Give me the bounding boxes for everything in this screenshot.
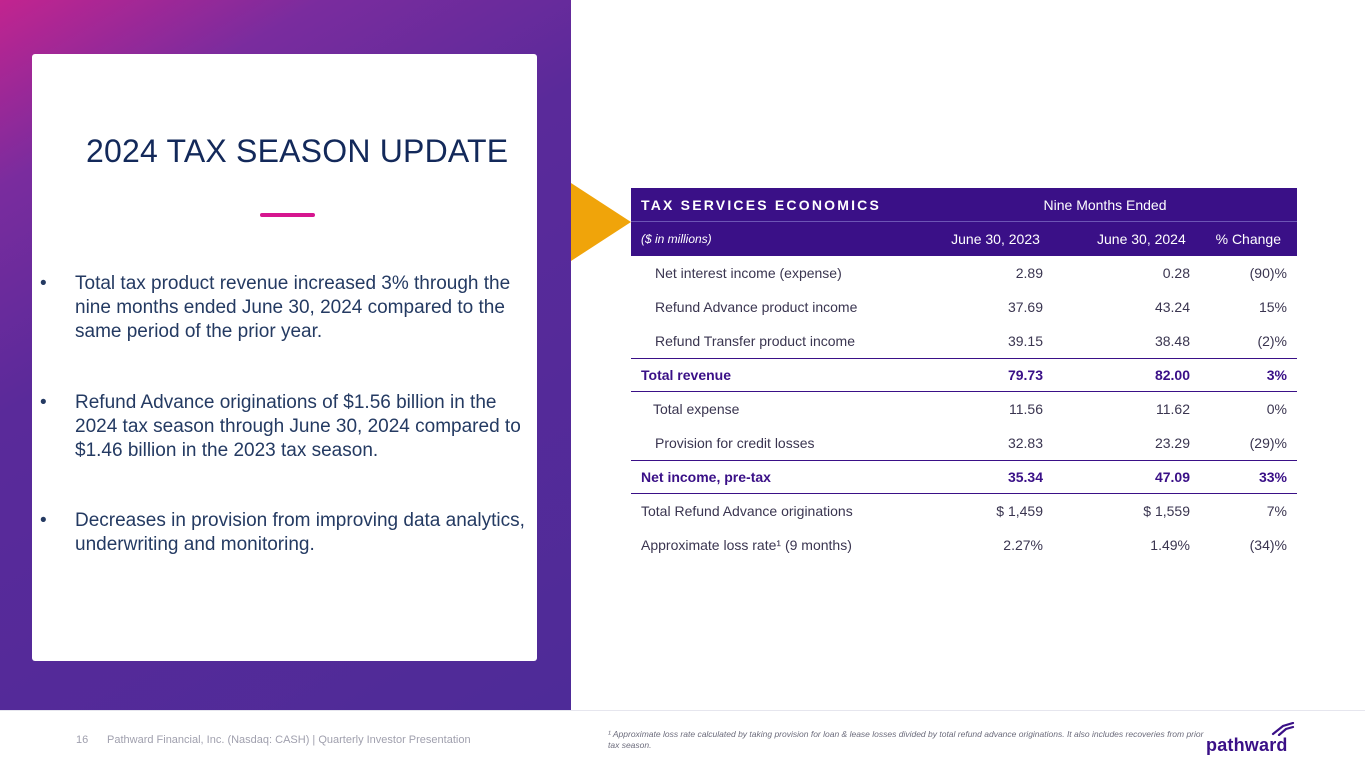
cell-value: 2.89 [1015,265,1043,281]
bullet-text: Total tax product revenue increased 3% t… [75,273,511,342]
cell-value: (90)% [1249,265,1287,281]
bullet-list: • Total tax product revenue increased 3%… [40,272,535,604]
cell-value: 15% [1258,299,1287,315]
table-row: Total Refund Advance originations $ 1,45… [631,494,1297,528]
row-label: Total expense [653,401,740,417]
cell-value: 11.56 [1009,401,1043,417]
cell-value: 38.48 [1154,333,1190,349]
column-header: % Change [1215,231,1281,247]
cell-value: 37.69 [1007,299,1043,315]
table-row-total: Total revenue 79.73 82.00 3% [631,358,1297,392]
footer-text: Pathward Financial, Inc. (Nasdaq: CASH) … [107,734,471,746]
cell-value: 7% [1266,503,1287,519]
cell-value: (29)% [1249,435,1287,451]
cell-value: 39.15 [1007,333,1043,349]
table-row: Total expense 11.56 11.62 0% [631,392,1297,426]
page-number: 16 [76,734,89,746]
table-row: Refund Advance product income 37.69 43.2… [631,290,1297,324]
footnote: ¹ Approximate loss rate calculated by ta… [608,729,1204,750]
cell-value: (2)% [1257,333,1287,349]
logo-mark-icon [1271,722,1295,736]
cell-value: 32.83 [1007,435,1043,451]
bullet-text: Refund Advance originations of $1.56 bil… [75,392,521,461]
cell-value: $ 1,559 [1143,503,1190,519]
row-label: Approximate loss rate¹ (9 months) [641,537,852,553]
cell-value: (34)% [1249,537,1287,553]
cell-value: 3% [1266,367,1287,383]
bullet-icon: • [40,510,47,531]
cell-value: 2.27% [1003,537,1043,553]
row-label: Net income, pre-tax [641,469,771,485]
arrow-pointer-icon [571,183,631,261]
pathward-logo: pathward [1206,722,1296,756]
cell-value: 0.28 [1162,265,1190,281]
logo-wordmark: pathward [1206,735,1288,755]
row-label: Refund Advance product income [655,299,858,315]
bullet-item: • Decreases in provision from improving … [40,509,535,557]
cell-value: 33% [1258,469,1287,485]
cell-value: 23.29 [1154,435,1190,451]
row-label: Provision for credit losses [655,435,815,451]
table-row: Provision for credit losses 32.83 23.29 … [631,426,1297,460]
cell-value: 35.34 [1007,469,1043,485]
cell-value: 82.00 [1154,367,1190,383]
cell-value: 43.24 [1154,299,1190,315]
footer-divider [0,710,1365,711]
cell-value: 79.73 [1007,367,1043,383]
table-row: Net interest income (expense) 2.89 0.28 … [631,256,1297,290]
table-row: Approximate loss rate¹ (9 months) 2.27% … [631,528,1297,562]
table-row-total: Net income, pre-tax 35.34 47.09 33% [631,460,1297,494]
table-subheader-row: ($ in millions) June 30, 2023 June 30, 2… [631,222,1297,256]
row-label: Total Refund Advance originations [641,503,853,519]
row-label: Refund Transfer product income [655,333,855,349]
bullet-item: • Refund Advance originations of $1.56 b… [40,391,535,463]
tax-services-table: TAX SERVICES ECONOMICS Nine Months Ended… [631,188,1297,562]
cell-value: 1.49% [1150,537,1190,553]
column-header: June 30, 2023 [951,231,1040,247]
row-label: Net interest income (expense) [655,265,842,281]
table-title: TAX SERVICES ECONOMICS [641,196,882,213]
title-underline [260,213,315,217]
content-card [32,54,537,661]
group-header: Nine Months Ended [1043,196,1167,213]
column-header: June 30, 2024 [1097,231,1186,247]
bullet-text: Decreases in provision from improving da… [75,510,525,555]
cell-value: 11.62 [1156,401,1190,417]
units-label: ($ in millions) [641,232,712,246]
bullet-icon: • [40,273,47,294]
bullet-item: • Total tax product revenue increased 3%… [40,272,535,344]
page-title: 2024 TAX SEASON UPDATE [86,133,509,169]
cell-value: 47.09 [1154,469,1190,485]
row-label: Total revenue [641,367,731,383]
bullet-icon: • [40,392,47,413]
cell-value: 0% [1266,401,1287,417]
cell-value: $ 1,459 [996,503,1043,519]
table-header-row: TAX SERVICES ECONOMICS Nine Months Ended [631,188,1297,222]
table-row: Refund Transfer product income 39.15 38.… [631,324,1297,358]
